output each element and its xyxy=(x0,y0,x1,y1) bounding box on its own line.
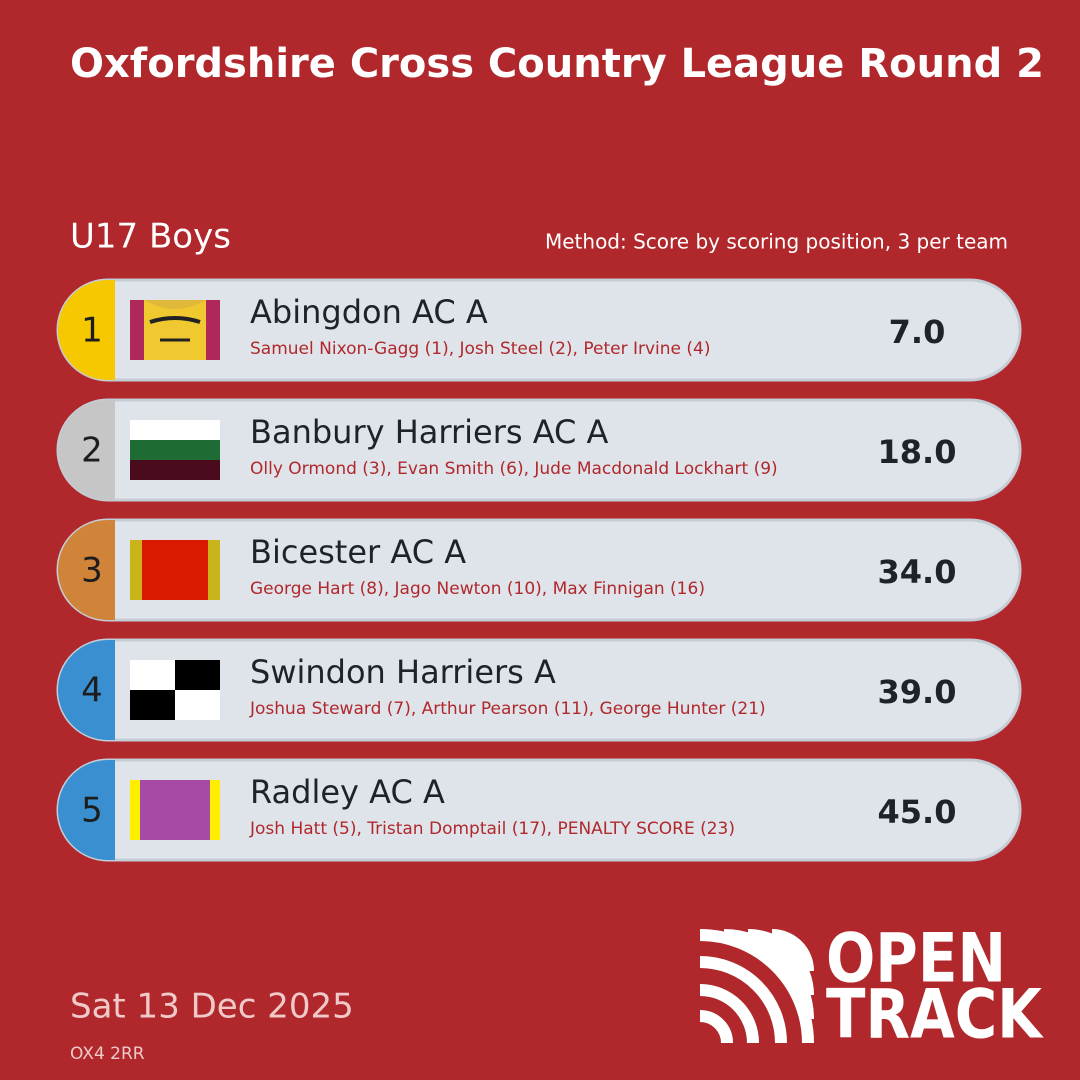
team-members: Samuel Nixon-Gagg (1), Josh Steel (2), P… xyxy=(250,339,710,359)
position: 3 xyxy=(81,551,103,591)
result-row: 4 Swindon Harriers A Joshua Steward (7),… xyxy=(56,638,1022,742)
result-row: 2 Banbury Harriers AC A Olly Ormond (3),… xyxy=(56,398,1022,502)
team-name: Swindon Harriers A xyxy=(250,653,556,691)
score: 45.0 xyxy=(878,793,957,831)
team-name: Abingdon AC A xyxy=(250,293,488,331)
team-members: Josh Hatt (5), Tristan Domptail (17), PE… xyxy=(249,819,735,839)
category: U17 Boys xyxy=(70,217,231,257)
team-members: Olly Ormond (3), Evan Smith (6), Jude Ma… xyxy=(250,459,778,479)
team-name: Bicester AC A xyxy=(250,533,466,571)
team-members: Joshua Steward (7), Arthur Pearson (11),… xyxy=(249,699,766,719)
team-name: Banbury Harriers AC A xyxy=(250,413,609,451)
club-flag xyxy=(130,780,220,840)
club-flag xyxy=(130,660,220,720)
result-row: 3 Bicester AC A George Hart (8), Jago Ne… xyxy=(56,518,1022,622)
position: 1 xyxy=(81,311,103,351)
position: 5 xyxy=(81,791,103,831)
position: 4 xyxy=(81,671,103,711)
position: 2 xyxy=(81,431,103,471)
club-flag xyxy=(130,300,220,360)
event-date: Sat 13 Dec 2025 xyxy=(70,987,354,1027)
result-row: 5 Radley AC A Josh Hatt (5), Tristan Dom… xyxy=(56,758,1022,862)
club-flag xyxy=(130,420,220,480)
result-row: 1 Abingdon AC A Samuel Nixon-Gagg (1), J… xyxy=(56,278,1022,382)
team-name: Radley AC A xyxy=(250,773,445,811)
score: 18.0 xyxy=(878,433,957,471)
score: 39.0 xyxy=(878,673,957,711)
team-members: George Hart (8), Jago Newton (10), Max F… xyxy=(250,579,705,599)
score: 34.0 xyxy=(878,553,957,591)
logo-text: TRACK xyxy=(826,976,1044,1055)
title: Oxfordshire Cross Country League Round 2 xyxy=(70,41,1044,87)
logo: OPEN TRACK xyxy=(699,920,1044,1055)
score: 7.0 xyxy=(889,313,946,351)
postcode: OX4 2RR xyxy=(70,1044,145,1064)
method: Method: Score by scoring position, 3 per… xyxy=(545,230,1008,254)
logo-text: OPEN xyxy=(826,920,1006,999)
club-flag xyxy=(130,540,220,600)
